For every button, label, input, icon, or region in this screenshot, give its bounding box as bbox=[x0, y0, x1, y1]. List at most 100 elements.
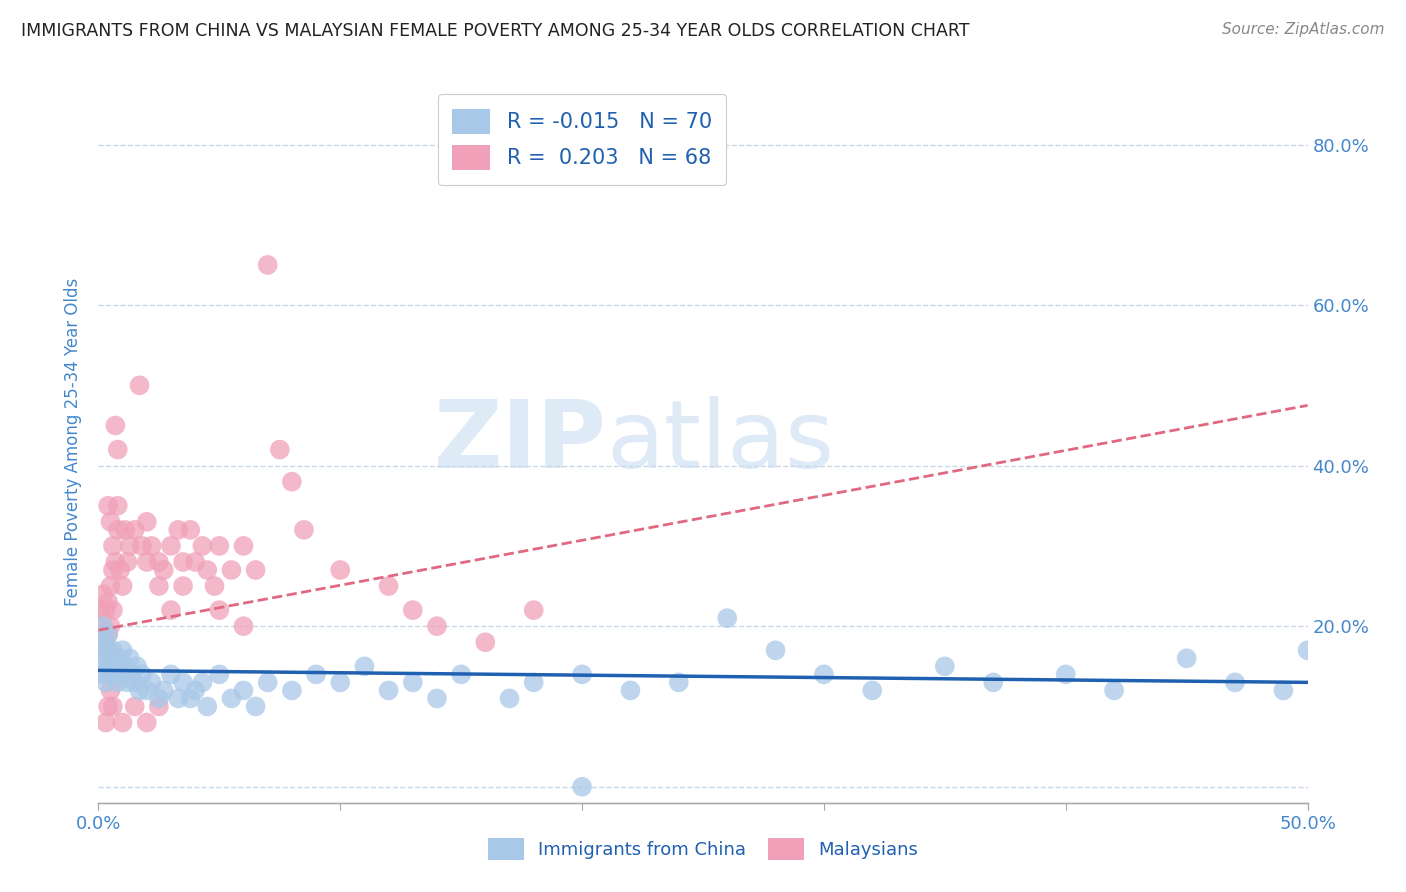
Point bbox=[131, 667, 153, 681]
Point bbox=[104, 667, 127, 681]
Point bbox=[91, 587, 114, 601]
Point bbox=[148, 555, 170, 569]
Point bbox=[100, 667, 122, 681]
Point bbox=[221, 691, 243, 706]
Point bbox=[100, 619, 122, 633]
Point bbox=[100, 651, 122, 665]
Point bbox=[97, 499, 120, 513]
Point bbox=[1175, 651, 1198, 665]
Point bbox=[221, 563, 243, 577]
Point bbox=[232, 539, 254, 553]
Point bbox=[124, 523, 146, 537]
Point bbox=[208, 603, 231, 617]
Text: Source: ZipAtlas.com: Source: ZipAtlas.com bbox=[1222, 22, 1385, 37]
Point bbox=[191, 539, 214, 553]
Point bbox=[118, 539, 141, 553]
Point bbox=[281, 475, 304, 489]
Point bbox=[232, 619, 254, 633]
Point bbox=[90, 651, 112, 665]
Point bbox=[124, 675, 146, 690]
Point bbox=[107, 442, 129, 457]
Text: ZIP: ZIP bbox=[433, 395, 606, 488]
Point bbox=[232, 683, 254, 698]
Point bbox=[571, 667, 593, 681]
Point bbox=[377, 683, 399, 698]
Point bbox=[135, 555, 157, 569]
Point bbox=[104, 651, 127, 665]
Point bbox=[498, 691, 520, 706]
Point bbox=[90, 635, 112, 649]
Point bbox=[111, 715, 134, 730]
Point bbox=[292, 523, 315, 537]
Point bbox=[245, 699, 267, 714]
Point bbox=[94, 659, 117, 673]
Point bbox=[148, 691, 170, 706]
Point bbox=[1102, 683, 1125, 698]
Point bbox=[90, 619, 112, 633]
Point bbox=[1223, 675, 1246, 690]
Point bbox=[1296, 643, 1319, 657]
Point bbox=[97, 699, 120, 714]
Point bbox=[118, 651, 141, 665]
Point bbox=[305, 667, 328, 681]
Point bbox=[179, 523, 201, 537]
Point bbox=[1054, 667, 1077, 681]
Point bbox=[91, 667, 114, 681]
Point bbox=[90, 603, 112, 617]
Point bbox=[94, 635, 117, 649]
Point bbox=[107, 659, 129, 673]
Point bbox=[114, 523, 136, 537]
Point bbox=[131, 539, 153, 553]
Point bbox=[377, 579, 399, 593]
Point bbox=[860, 683, 883, 698]
Point bbox=[269, 442, 291, 457]
Point bbox=[107, 499, 129, 513]
Point bbox=[107, 523, 129, 537]
Point bbox=[152, 563, 174, 577]
Point bbox=[91, 619, 114, 633]
Point bbox=[167, 523, 190, 537]
Point bbox=[208, 539, 231, 553]
Point bbox=[101, 563, 124, 577]
Point bbox=[152, 683, 174, 698]
Point bbox=[813, 667, 835, 681]
Point bbox=[184, 555, 207, 569]
Point bbox=[117, 675, 139, 690]
Point bbox=[474, 635, 496, 649]
Point bbox=[668, 675, 690, 690]
Point bbox=[97, 627, 120, 641]
Point bbox=[141, 539, 163, 553]
Point bbox=[135, 515, 157, 529]
Point bbox=[167, 691, 190, 706]
Point bbox=[94, 675, 117, 690]
Point bbox=[97, 595, 120, 609]
Point bbox=[329, 563, 352, 577]
Point bbox=[135, 715, 157, 730]
Point bbox=[619, 683, 641, 698]
Point bbox=[117, 555, 139, 569]
Point bbox=[281, 683, 304, 698]
Point bbox=[172, 675, 194, 690]
Point bbox=[450, 667, 472, 681]
Point bbox=[716, 611, 738, 625]
Text: IMMIGRANTS FROM CHINA VS MALAYSIAN FEMALE POVERTY AMONG 25-34 YEAR OLDS CORRELAT: IMMIGRANTS FROM CHINA VS MALAYSIAN FEMAL… bbox=[21, 22, 970, 40]
Point bbox=[179, 691, 201, 706]
Point bbox=[1272, 683, 1295, 698]
Point bbox=[127, 659, 149, 673]
Point bbox=[402, 603, 425, 617]
Point bbox=[107, 675, 129, 690]
Point bbox=[101, 643, 124, 657]
Point bbox=[256, 675, 278, 690]
Legend: R = -0.015   N = 70, R =  0.203   N = 68: R = -0.015 N = 70, R = 0.203 N = 68 bbox=[437, 95, 727, 185]
Point bbox=[108, 651, 131, 665]
Point bbox=[128, 378, 150, 392]
Point bbox=[160, 539, 183, 553]
Point bbox=[148, 579, 170, 593]
Point bbox=[114, 659, 136, 673]
Point bbox=[208, 667, 231, 681]
Point bbox=[571, 780, 593, 794]
Point bbox=[128, 683, 150, 698]
Point bbox=[256, 258, 278, 272]
Point bbox=[94, 715, 117, 730]
Point bbox=[100, 683, 122, 698]
